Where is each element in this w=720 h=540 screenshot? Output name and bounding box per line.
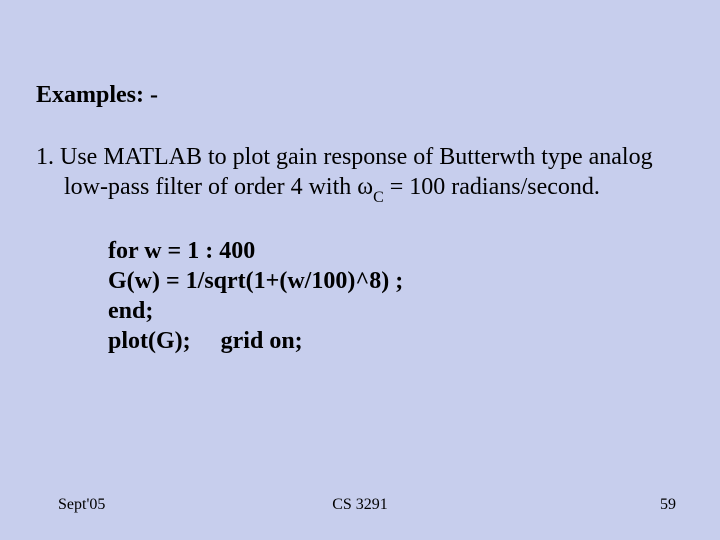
examples-heading: Examples: - <box>36 82 158 109</box>
code-block: for w = 1 : 400 G(w) = 1/sqrt(1+(w/100)^… <box>108 236 403 356</box>
code-line-4: plot(G); grid on; <box>108 326 403 356</box>
code-grid: grid on; <box>221 328 303 354</box>
code-plot: plot(G); <box>108 328 191 354</box>
problem-statement: 1. Use MATLAB to plot gain response of B… <box>36 142 653 206</box>
code-line-1: for w = 1 : 400 <box>108 236 403 266</box>
omega-subscript: C <box>373 189 384 206</box>
problem-line2-prefix: low-pass filter of order 4 with <box>64 174 357 200</box>
code-line-2: G(w) = 1/sqrt(1+(w/100)^8) ; <box>108 266 403 296</box>
problem-line2-suffix: = 100 radians/second. <box>384 174 600 200</box>
footer-page-number: 59 <box>660 496 676 514</box>
footer-course: CS 3291 <box>0 496 720 514</box>
code-line-3: end; <box>108 296 403 326</box>
problem-line-1: 1. Use MATLAB to plot gain response of B… <box>36 142 653 172</box>
omega-symbol: ω <box>357 174 373 200</box>
slide: Examples: - 1. Use MATLAB to plot gain r… <box>0 0 720 540</box>
problem-line-2: low-pass filter of order 4 with ωC = 100… <box>64 172 653 206</box>
